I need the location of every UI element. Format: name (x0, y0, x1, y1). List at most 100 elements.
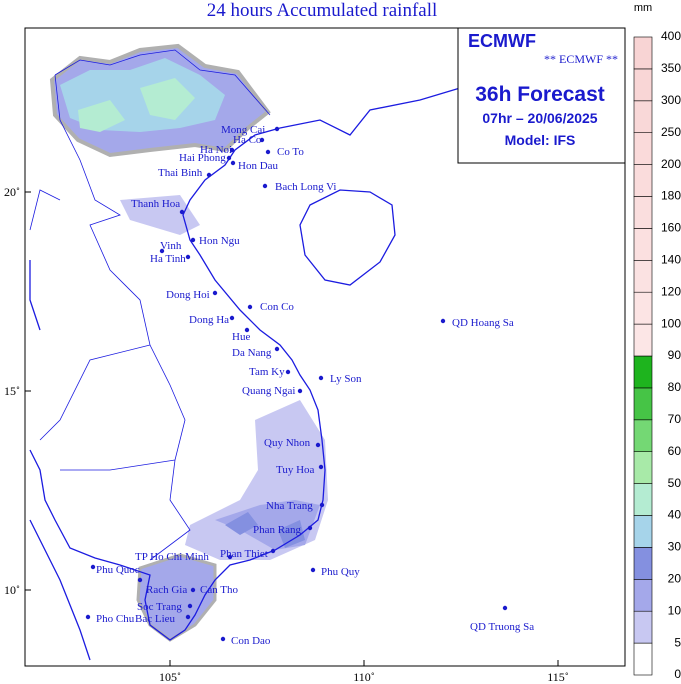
city-dot (319, 502, 325, 508)
city-dot (244, 327, 250, 333)
colorbar-box (633, 483, 653, 516)
y-tick-label: 15˚ (4, 384, 20, 398)
colorbar-box (633, 164, 653, 197)
colorbar-label: 30 (668, 540, 681, 554)
city-dot (318, 375, 324, 381)
city-label: Dong Hoi (166, 289, 210, 301)
city-dot (227, 554, 233, 560)
colorbar-box (633, 132, 653, 165)
city-label: Con Co (260, 301, 294, 313)
city-label: Bach Long Vi (275, 181, 336, 193)
city-dot (297, 388, 303, 394)
city-label: Vinh (160, 240, 182, 252)
colorbar-label: 400 (661, 29, 681, 43)
city-dot (185, 614, 191, 620)
city-dot (262, 183, 268, 189)
city-label: Dong Ha (189, 314, 229, 326)
city-dot (229, 315, 235, 321)
city-label: Phu Quoc (96, 564, 140, 576)
city-label: Pho Chu (96, 613, 135, 625)
city-label: Quy Nhon (264, 437, 311, 449)
city-dot (502, 605, 508, 611)
city-label: QD Truong Sa (470, 621, 534, 633)
y-tick-label: 10˚ (4, 583, 20, 597)
colorbar-label: 5 (674, 635, 681, 649)
city-label: Ha Tinh (150, 253, 186, 265)
city-label: Tuy Hoa (276, 464, 315, 476)
city-label: Hon Ngu (199, 235, 240, 247)
city-dot (90, 564, 96, 570)
colorbar-label: 160 (661, 221, 681, 235)
info-subtitle: ** ECMWF ** (544, 52, 618, 66)
city-dot (206, 172, 212, 178)
colorbar-label: 140 (661, 252, 681, 266)
rain-areas (49, 43, 328, 642)
colorbar-label: 10 (668, 603, 681, 617)
city-label: Can Tho (200, 584, 238, 596)
title: 24 hours Accumulated rainfall (207, 0, 438, 21)
colorbar-box (633, 387, 653, 421)
colorbar-box (633, 291, 653, 325)
model: Model: IFS (505, 132, 576, 148)
city-dot (274, 346, 280, 352)
colorbar-label: 120 (661, 284, 681, 298)
colorbar-box (633, 323, 653, 357)
city-dot (310, 567, 316, 573)
city-dot (274, 126, 280, 132)
city-label: Nha Trang (266, 500, 313, 512)
colorbar-box (633, 196, 653, 229)
y-tick-label: 20˚ (4, 185, 20, 199)
city-label: Da Nang (232, 347, 272, 359)
colorbar-box (633, 547, 653, 580)
colorbar-label: 200 (661, 157, 681, 171)
city-label: Phan Thiet (220, 548, 268, 560)
city-label: Ha Co (233, 134, 262, 146)
colorbar-box (633, 451, 653, 484)
city-dot (318, 464, 324, 470)
city-label: Bac Lieu (135, 613, 176, 625)
city-dot (230, 160, 236, 166)
colorbar-box (633, 419, 653, 452)
city-dot (285, 369, 291, 375)
city-label: Mong Cai (221, 124, 265, 136)
colorbar-label: 50 (668, 476, 681, 490)
city-label: Phan Rang (253, 524, 301, 536)
city-label: Ly Son (330, 373, 362, 385)
city-dot (220, 636, 226, 642)
city-dot (315, 442, 321, 448)
city-dot (265, 149, 271, 155)
colorbar-box (633, 642, 653, 676)
city-dot (247, 304, 253, 310)
city-dot (185, 254, 191, 260)
city-label: Soc Trang (137, 601, 182, 613)
colorbar-label: 60 (668, 444, 681, 458)
city-dot (137, 577, 143, 583)
city-dot (259, 137, 265, 143)
city-dot (190, 587, 196, 593)
colorbar-label: 90 (668, 348, 681, 362)
forecast: 36h Forecast (475, 83, 605, 106)
city-label: Thanh Hoa (131, 198, 180, 210)
city-dot (179, 209, 185, 215)
city-label: Thai Binh (158, 167, 203, 179)
logo: ECMWF (468, 31, 536, 51)
city-dot (159, 248, 165, 254)
info-box: ECMWF ** ECMWF ** 36h Forecast 07hr – 20… (457, 27, 626, 164)
colorbar-label: 100 (661, 316, 681, 330)
colorbar-label: 0 (674, 667, 681, 681)
colorbar-box (633, 68, 653, 102)
city-label: Co To (277, 146, 304, 158)
city-label: Phu Quy (321, 566, 360, 578)
colorbar-label: 300 (661, 93, 681, 107)
city-dot (440, 318, 446, 324)
colorbar-label: 180 (661, 189, 681, 203)
colorbar-label: 350 (661, 61, 681, 75)
city-label: Rach Gia (146, 584, 187, 596)
city-dot (270, 548, 276, 554)
city-label: Hue (232, 331, 250, 343)
x-tick-label: 110˚ (353, 670, 375, 684)
colorbar-box (633, 36, 653, 70)
city-label: TP Ho Chi Minh (135, 551, 209, 563)
x-tick-label: 115˚ (547, 670, 569, 684)
